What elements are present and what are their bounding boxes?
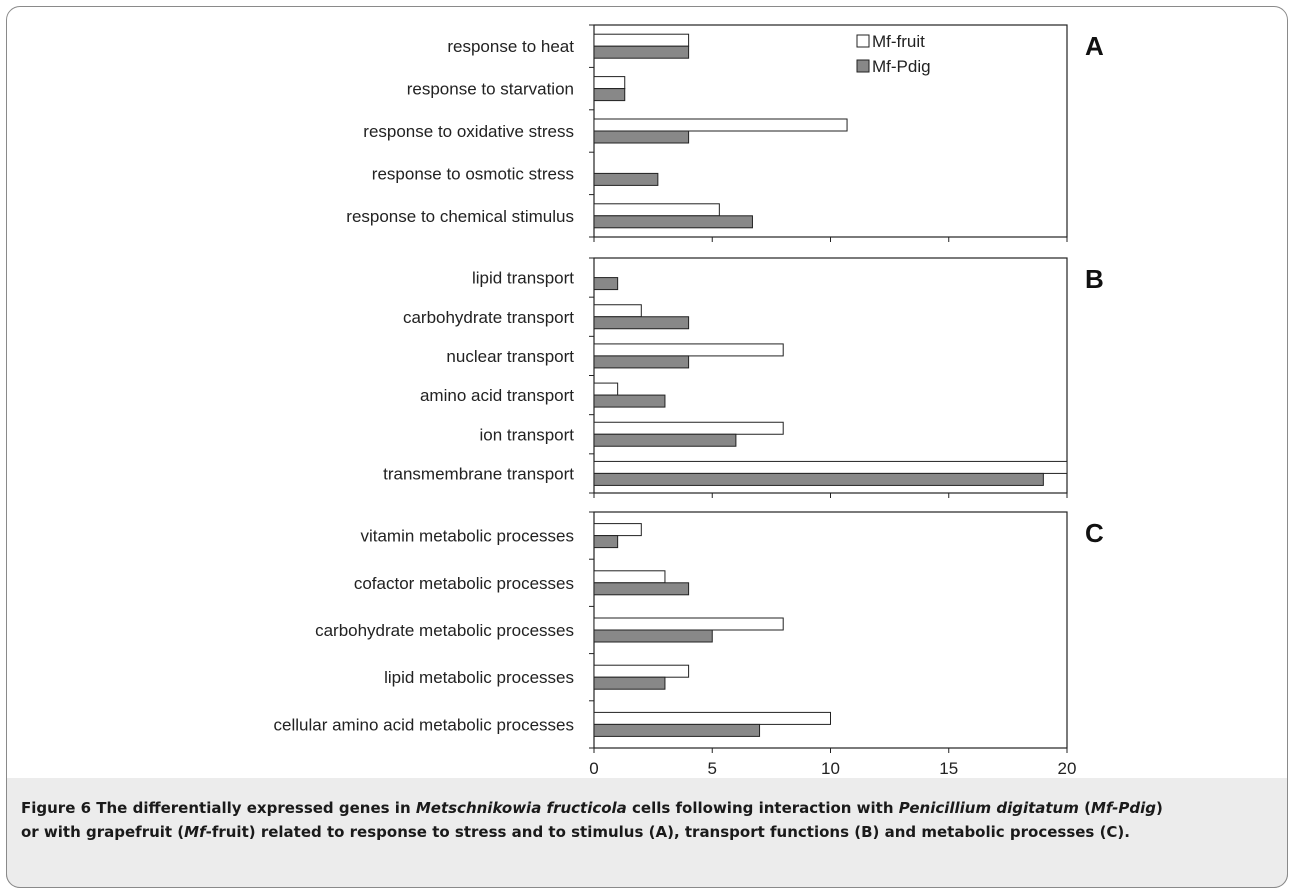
bar-mf-fruit [593, 664, 690, 678]
panel-B-frame [593, 257, 1068, 494]
category-label: ion transport [480, 425, 575, 444]
bar-mf-fruit [593, 570, 666, 584]
bar-mf-pdig [593, 723, 761, 737]
bar-mf-fruit [593, 76, 626, 90]
caption-abbr-1: Mf-Pdig [1090, 799, 1156, 817]
category-label: cellular amino acid metabolic processes [274, 715, 574, 734]
legend-swatch-mf-fruit [856, 34, 870, 48]
category-label: carbohydrate metabolic processes [315, 621, 574, 640]
category-label: response to starvation [407, 80, 574, 99]
caption-text-3: ( [1078, 799, 1091, 817]
caption-text-4: ) [1155, 799, 1163, 817]
bar-mf-fruit [593, 382, 619, 396]
category-label: transmembrane transport [383, 464, 574, 483]
caption-text-6: -fruit) related to response to stress an… [205, 823, 1130, 841]
x-tick-label: 5 [708, 759, 717, 778]
category-label: carbohydrate transport [403, 308, 574, 327]
bar-mf-pdig [593, 355, 690, 369]
category-label: response to heat [447, 37, 574, 56]
bar-mf-fruit [593, 118, 848, 132]
x-tick-label: 15 [939, 759, 958, 778]
bar-mf-pdig [593, 394, 666, 408]
x-tick-label: 20 [1058, 759, 1077, 778]
caption-text-5: or with grapefruit ( [21, 823, 185, 841]
x-tick-label: 10 [821, 759, 840, 778]
category-label: vitamin metabolic processes [360, 527, 574, 546]
bar-mf-fruit [593, 421, 784, 435]
bar-mf-pdig [593, 172, 659, 186]
bar-mf-fruit [593, 33, 690, 47]
bar-mf-fruit [593, 203, 720, 217]
panel-label-A: A [1085, 31, 1104, 61]
category-label: amino acid transport [420, 386, 574, 405]
bar-mf-fruit [593, 343, 784, 357]
category-label: response to chemical stimulus [346, 207, 574, 226]
bar-mf-pdig [593, 676, 666, 690]
caption-text-2: cells following interaction with [626, 799, 899, 817]
category-label: lipid metabolic processes [384, 668, 574, 687]
figure-frame [6, 6, 1288, 888]
bar-mf-pdig [593, 88, 626, 102]
category-label: cofactor metabolic processes [354, 574, 574, 593]
bar-mf-fruit [593, 304, 642, 318]
legend-label: Mf-fruit [872, 32, 925, 51]
panel-label-C: C [1085, 518, 1104, 548]
bar-mf-pdig [593, 277, 619, 291]
figure-caption: Figure 6 The differentially expressed ge… [21, 796, 1281, 844]
category-label: response to oxidative stress [363, 122, 574, 141]
legend-label: Mf-Pdig [872, 57, 931, 76]
caption-abbr-2: Mf [184, 823, 206, 841]
bar-mf-fruit [593, 523, 642, 537]
caption-species-1: Metschnikowia fructicola [415, 799, 627, 817]
bar-mf-fruit [593, 617, 784, 631]
bar-mf-fruit [593, 711, 831, 725]
bar-mf-pdig [593, 215, 753, 229]
bar-mf-fruit [593, 460, 1068, 474]
legend-swatch-mf-pdig [856, 59, 870, 73]
bar-mf-pdig [593, 316, 690, 330]
bar-mf-pdig [593, 535, 619, 549]
caption-box: Figure 6 The differentially expressed ge… [6, 778, 1288, 888]
bar-mf-pdig [593, 45, 690, 59]
category-label: response to osmotic stress [372, 164, 574, 183]
category-label: lipid transport [472, 269, 574, 288]
bar-mf-pdig [593, 472, 1044, 486]
caption-species-2: Penicillium digitatum [898, 799, 1079, 817]
panel-label-B: B [1085, 264, 1104, 294]
caption-figure-number: Figure 6 [21, 799, 92, 817]
bar-mf-pdig [593, 582, 690, 596]
bar-mf-pdig [593, 629, 713, 643]
category-label: nuclear transport [446, 347, 574, 366]
bar-mf-pdig [593, 130, 690, 144]
caption-text-1: The differentially expressed genes in [91, 799, 416, 817]
bar-mf-pdig [593, 433, 737, 447]
x-tick-label: 0 [589, 759, 598, 778]
